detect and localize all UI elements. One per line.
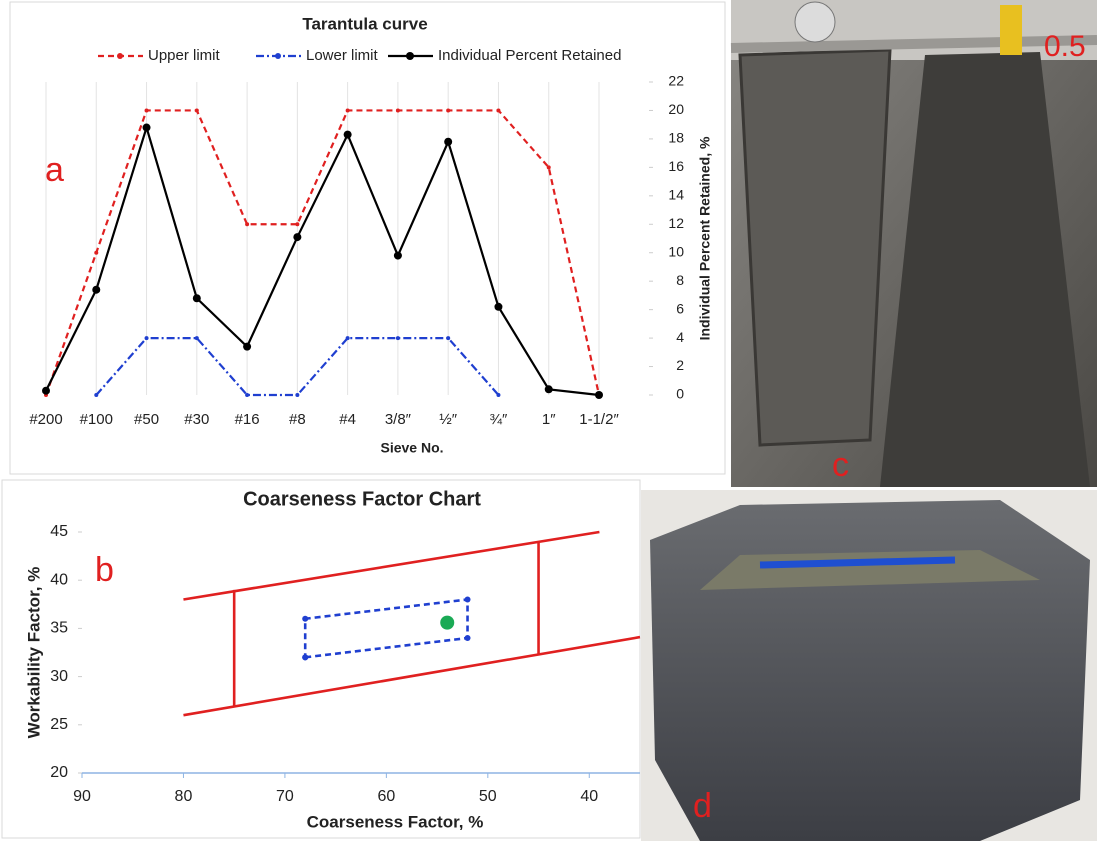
y-tick-label: 8 <box>676 272 684 288</box>
marker <box>295 222 300 227</box>
marker <box>293 233 302 242</box>
x-tick-label: #4 <box>339 411 356 428</box>
marker <box>345 336 350 341</box>
panel-a-frame <box>9 1 726 475</box>
x-tick-label: 3/8″ <box>385 411 412 428</box>
marker <box>345 108 350 113</box>
panel-label: a <box>45 151 64 189</box>
x-axis-label: Coarseness Factor, % <box>307 812 484 831</box>
y-tick-label: 0 <box>676 386 684 402</box>
marker <box>194 336 199 341</box>
x-tick-label: 50 <box>479 788 497 805</box>
chart-title: Coarseness Factor Chart <box>243 488 481 510</box>
y-tick-label: 18 <box>668 130 684 146</box>
y-tick-label: 16 <box>668 158 684 174</box>
chart-title: Tarantula curve <box>302 14 427 33</box>
x-tick-label: 70 <box>276 788 294 805</box>
x-tick-label: ½″ <box>439 411 458 428</box>
marker <box>343 130 352 139</box>
x-tick-label: #30 <box>184 411 209 428</box>
marker <box>494 302 503 311</box>
marker <box>546 165 551 170</box>
series-line <box>183 635 641 717</box>
marker <box>302 654 309 661</box>
y-tick-label: 35 <box>50 620 68 637</box>
marker <box>94 250 99 255</box>
legend-label: Lower limit <box>306 47 379 64</box>
x-tick-label: 1″ <box>542 411 556 428</box>
y-axis-label: Individual Percent Retained, % <box>697 136 713 340</box>
marker <box>496 393 501 397</box>
marker <box>446 108 451 113</box>
y-tick-label: 2 <box>676 357 684 373</box>
marker <box>595 391 603 399</box>
y-tick-label: 12 <box>668 215 684 231</box>
marker <box>144 108 149 113</box>
x-tick-label: 90 <box>73 788 91 805</box>
series-line <box>45 123 600 397</box>
panel-label: c <box>832 446 849 484</box>
x-tick-label: #50 <box>134 411 159 428</box>
x-tick-label: 1-1/2″ <box>579 411 619 428</box>
ruler-text: 0.5 <box>1044 30 1086 63</box>
panel-b-frame <box>1 479 641 839</box>
y-tick-label: 25 <box>50 716 68 733</box>
marker <box>440 615 455 630</box>
marker <box>295 393 300 397</box>
marker <box>94 393 99 397</box>
marker <box>446 336 451 341</box>
marker <box>144 336 149 341</box>
y-tick-label: 14 <box>668 187 684 203</box>
marker <box>245 393 250 397</box>
legend-marker <box>275 53 281 59</box>
x-tick-label: #100 <box>80 411 113 428</box>
x-tick-label: #200 <box>29 411 62 428</box>
y-tick-label: 30 <box>50 668 68 685</box>
marker <box>496 108 501 113</box>
photo-d <box>641 490 1097 841</box>
marker <box>92 285 101 294</box>
marker <box>544 385 553 394</box>
marker <box>393 251 402 260</box>
marker <box>245 222 250 227</box>
y-tick-label: 20 <box>50 764 68 781</box>
y-tick-label: 4 <box>676 329 684 345</box>
x-tick-label: 60 <box>377 788 395 805</box>
y-tick-label: 20 <box>668 101 684 117</box>
y-tick-label: 40 <box>50 571 68 588</box>
x-tick-label: 80 <box>175 788 193 805</box>
legend-label: Individual Percent Retained <box>438 47 621 64</box>
y-tick-label: 22 <box>668 73 684 89</box>
y-tick-label: 6 <box>676 300 684 316</box>
marker <box>464 596 471 603</box>
marker <box>192 294 201 303</box>
legend-marker <box>406 52 414 60</box>
marker <box>395 336 400 341</box>
x-axis-label: Sieve No. <box>380 440 443 456</box>
marker <box>142 123 151 132</box>
marker <box>302 615 309 622</box>
series-line <box>183 530 600 601</box>
marker <box>444 137 453 146</box>
photo-c <box>730 0 1097 487</box>
x-tick-label: ¾″ <box>490 411 509 428</box>
x-tick-label: #16 <box>235 411 260 428</box>
marker <box>464 635 471 642</box>
series-line <box>44 109 601 396</box>
y-axis-label: Workability Factor, % <box>24 567 43 739</box>
panel-label: b <box>95 551 114 589</box>
marker <box>42 386 50 395</box>
marker <box>194 108 199 113</box>
y-tick-label: 10 <box>668 243 684 259</box>
marker <box>395 108 400 113</box>
legend-label: Upper limit <box>148 47 221 64</box>
panel-label: d <box>693 787 712 825</box>
x-tick-label: #8 <box>289 411 306 428</box>
marker <box>243 342 252 351</box>
legend-marker <box>117 53 123 59</box>
x-tick-label: 40 <box>580 788 598 805</box>
y-tick-label: 45 <box>50 523 68 540</box>
